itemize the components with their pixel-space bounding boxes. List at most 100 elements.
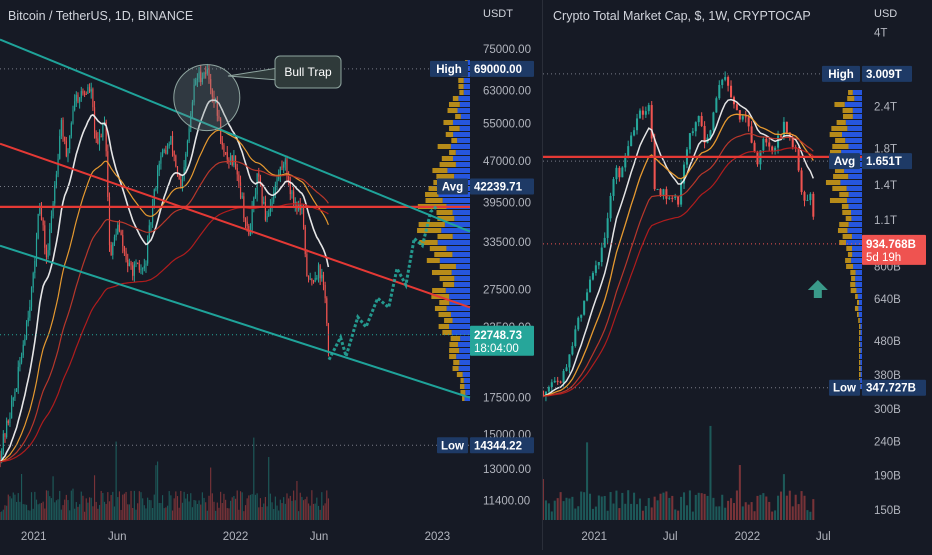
candle-body — [703, 125, 706, 143]
x-tick-label: 2023 — [425, 531, 451, 543]
volume-bar — [238, 509, 240, 520]
volume-bar — [0, 511, 1, 520]
y-tick-label: 190B — [874, 471, 901, 483]
volume-bar — [102, 492, 104, 520]
volume-bar — [178, 507, 180, 520]
vp-row-up — [860, 372, 862, 377]
vp-row-down — [847, 96, 855, 101]
candle-body — [741, 116, 744, 120]
volume-bar — [263, 503, 265, 520]
volume-bar — [42, 501, 44, 520]
volume-bar — [281, 503, 283, 520]
candle-body — [210, 79, 212, 90]
vp-row-down — [859, 342, 861, 347]
volume-bar — [133, 490, 135, 520]
candle-body — [254, 194, 257, 198]
candle-body — [160, 155, 162, 164]
candle-body — [24, 338, 26, 345]
volume-bar — [712, 497, 715, 520]
volume-bar — [95, 501, 97, 520]
vp-row-up — [859, 354, 862, 359]
y-tick-label: 17500.00 — [483, 393, 531, 405]
vp-row-up — [439, 258, 470, 263]
candle-body — [806, 200, 809, 202]
volume-bar — [809, 511, 812, 520]
vp-row-down — [859, 360, 861, 365]
vp-row-up — [454, 276, 470, 281]
vp-row-up — [437, 240, 470, 245]
candle-body — [120, 231, 122, 236]
vp-row-up — [452, 210, 470, 215]
vp-row-up — [842, 132, 862, 137]
volume-bar — [274, 496, 276, 520]
volume-bar — [50, 498, 53, 520]
volume-bar — [190, 493, 192, 520]
volume-bar — [261, 507, 263, 520]
vp-row-down — [847, 252, 853, 257]
vp-row-down — [438, 312, 451, 317]
vp-row-down — [834, 102, 845, 107]
btc-panel[interactable]: 75000.00 63000.00 55000.00 47000.00 39500.00… — [0, 38, 534, 543]
volume-bar — [183, 491, 185, 520]
candle-body — [200, 71, 202, 83]
volume-bar — [624, 503, 627, 520]
volume-bar — [635, 504, 639, 520]
vp-row-up — [860, 348, 862, 353]
candle-body — [668, 197, 671, 199]
volume-bar — [140, 492, 142, 520]
candle-body — [57, 158, 59, 175]
vp-row-down — [832, 144, 849, 149]
candle-body — [304, 226, 306, 255]
volume-bar — [34, 491, 36, 520]
candle-body — [777, 135, 780, 148]
volume-bar — [123, 493, 125, 520]
candle-body — [671, 197, 674, 199]
volume-bar — [768, 501, 771, 520]
volume-bar — [163, 508, 165, 520]
volume-bar — [286, 493, 288, 520]
last-price-text: 934.768B — [866, 239, 916, 251]
total-market-cap-panel[interactable]: 4T2.4T1.8T1.4T1.1T800B640B480B380B300B24… — [541, 27, 926, 543]
vp-row-down — [449, 150, 456, 155]
volume-bar — [157, 461, 159, 520]
vp-row-up — [464, 384, 470, 389]
vp-row-down — [829, 132, 843, 137]
vp-row-up — [851, 258, 862, 263]
candle-body — [236, 168, 238, 175]
volume-bar — [254, 494, 257, 520]
candle-body — [40, 205, 43, 220]
candle-body — [77, 94, 79, 102]
candle-body — [650, 105, 653, 139]
volume-bar — [170, 495, 172, 520]
volume-bar — [797, 504, 800, 520]
volume-bar — [11, 498, 13, 520]
volume-bar — [20, 473, 23, 520]
candle-body — [19, 362, 21, 367]
candle-body — [709, 130, 712, 138]
y-tick-label: 240B — [874, 437, 901, 449]
candle-body — [143, 265, 145, 269]
candle-body — [88, 87, 91, 92]
vp-row-up — [459, 348, 470, 353]
candle-body — [293, 191, 295, 205]
volume-bar — [166, 505, 169, 520]
low-level-value-text: 14344.22 — [474, 440, 522, 452]
volume-bar — [77, 506, 79, 520]
volume-bar — [208, 495, 210, 520]
vp-row-down — [857, 312, 859, 317]
volume-bar — [812, 499, 815, 520]
vp-row-up — [457, 138, 470, 143]
volume-bar — [155, 465, 157, 520]
candle-body — [84, 93, 86, 95]
candle-body — [97, 138, 99, 144]
candle-body — [618, 167, 621, 178]
volume-bar — [312, 503, 315, 520]
vp-row-down — [848, 90, 853, 95]
vp-row-up — [860, 384, 862, 389]
volume-bar — [45, 490, 48, 520]
volume-bar — [765, 496, 768, 520]
vp-row-down — [434, 306, 447, 311]
volume-bar — [615, 490, 618, 520]
candle-body — [37, 213, 39, 239]
